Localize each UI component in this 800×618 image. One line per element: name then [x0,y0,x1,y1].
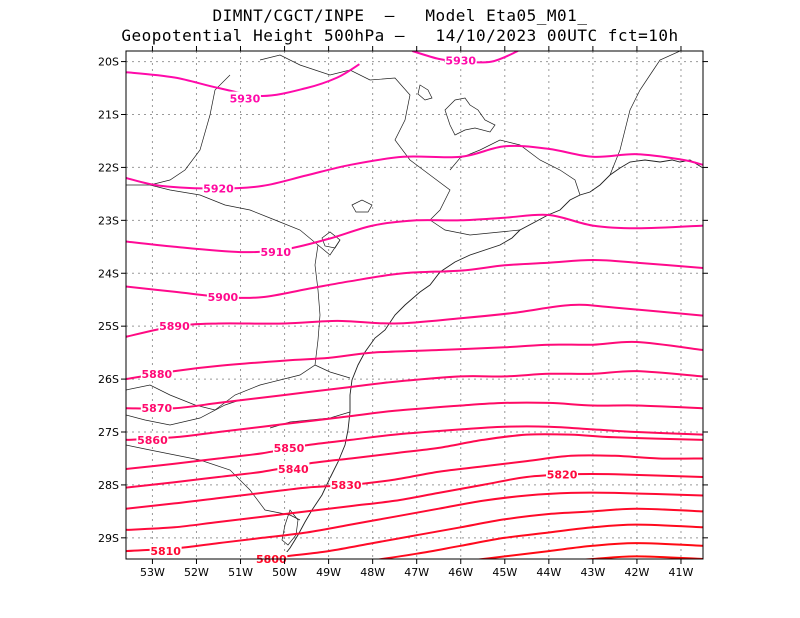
contour-line-5880 [126,340,703,381]
contour-label: 5810 [150,545,181,558]
contour-label-bg [136,432,169,446]
lon-tick-label: 44W [536,566,561,579]
contour-line-5840 [126,433,703,489]
state-border [126,244,321,411]
lon-tick-label: 50W [272,566,297,579]
contour-label: 5860 [137,434,168,447]
contour-line-5800 [254,507,703,559]
contour-label-bg [140,366,173,380]
lon-tick-label: 41W [669,566,694,579]
state-border [609,51,681,176]
lon-tick-label: 45W [492,566,517,579]
contour-line-5770 [578,555,703,559]
lake [444,97,496,136]
lon-tick-label: 47W [404,566,429,579]
contour-label-bg [546,467,579,481]
contour-label-bg [149,544,182,558]
lon-tick-label: 49W [316,566,341,579]
contour-label-bg [140,401,173,415]
lat-tick-label: 23S [98,214,119,227]
contour-label: 5830 [331,479,362,492]
contour-label: 5870 [142,402,173,415]
contour-label-bg [272,440,305,454]
contour-label: 5900 [208,291,239,304]
contour-label: 5910 [260,246,291,259]
contour-line-5830 [126,454,703,510]
contour-line-5780 [474,542,703,559]
contour-line-5860 [126,401,703,441]
contour-label: 5840 [278,463,309,476]
contour-line-5910 [126,213,703,254]
contour-label: 5930 [230,93,261,106]
lake [351,199,373,213]
lat-tick-label: 29S [98,532,119,545]
lon-tick-label: 51W [228,566,253,579]
lake [417,84,433,101]
contour-line-5810 [126,491,703,553]
contour-line-5930 [126,63,360,98]
contour-line-5870 [126,370,703,410]
contour-label-bg [277,462,310,476]
lon-tick-label: 43W [580,566,605,579]
coastline-and-borders [126,51,703,559]
lon-tick-label: 42W [624,566,649,579]
coastline [281,159,703,559]
contour-label-bg [228,91,261,105]
lat-tick-label: 25S [98,320,119,333]
contour-label-bg [158,319,191,333]
lat-tick-label: 28S [98,479,119,492]
lat-tick-label: 27S [98,426,119,439]
contour-label: 5930 [445,55,476,68]
plot-frame [125,50,704,560]
state-border [259,54,451,221]
contour-labels: 5930 5930 5920 5910 5900 5890 5880 5870 5860 5850… [136,53,579,566]
contour-label-bg [206,290,239,304]
lon-tick-label: 53W [140,566,165,579]
lat-tick-label: 21S [98,109,119,122]
contour-line-5820 [126,473,703,531]
lon-tick-label: 46W [448,566,473,579]
contour-label-bg [330,477,363,491]
map-title-line2: Geopotential Height 500hPa – 14/10/2023 … [121,26,679,45]
contour-label: 5920 [203,183,234,196]
axis-ticks: 53W 52W 51W 50W 49W 48W 47W 46W 45W 44W 43W 42W 41W 2… [98,46,708,579]
contour-label-bg [259,245,292,259]
contour-label: 5820 [547,468,578,481]
contour-label: 5890 [159,320,190,333]
lat-lon-grid [126,51,703,559]
state-border [126,444,301,521]
height-contours [126,51,703,559]
map-title-line1: DIMNT/CGCT/INPE – Model Eta05_M01_ [212,6,588,25]
lon-tick-label: 48W [360,566,385,579]
lagoon [281,509,299,546]
lat-tick-label: 24S [98,267,119,280]
lat-tick-label: 20S [98,56,119,69]
lat-tick-label: 22S [98,161,119,174]
contour-line-5890 [126,303,703,338]
contour-label-bg [202,181,235,195]
contour-label: 5850 [274,442,305,455]
state-border [126,399,241,426]
lake [321,231,341,249]
contour-line-5850 [126,425,703,470]
lon-tick-label: 52W [184,566,209,579]
contour-label: 5880 [142,368,173,381]
state-border [149,184,341,256]
contour-label-bg [444,53,477,67]
state-border [314,364,351,379]
lat-tick-label: 26S [98,373,119,386]
contour-line-5790 [374,523,703,559]
state-border [429,219,521,236]
state-border [126,74,231,186]
